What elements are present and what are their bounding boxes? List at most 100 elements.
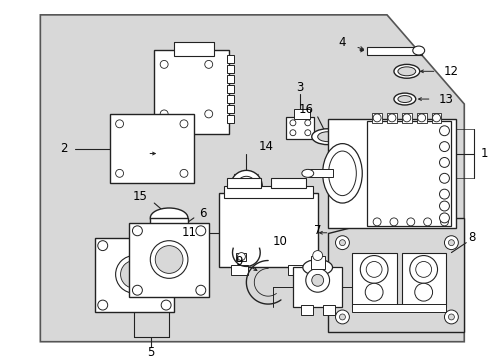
Circle shape bbox=[389, 218, 397, 226]
Bar bbox=[226, 178, 261, 188]
Text: 1: 1 bbox=[480, 147, 488, 160]
Ellipse shape bbox=[150, 208, 187, 228]
Text: 11: 11 bbox=[182, 226, 197, 239]
Ellipse shape bbox=[311, 129, 343, 145]
Bar bbox=[226, 115, 234, 123]
Bar bbox=[287, 265, 305, 275]
Circle shape bbox=[98, 300, 107, 310]
Circle shape bbox=[132, 285, 142, 295]
Circle shape bbox=[372, 218, 380, 226]
Ellipse shape bbox=[115, 256, 153, 293]
Circle shape bbox=[196, 285, 205, 295]
Circle shape bbox=[447, 314, 453, 320]
Circle shape bbox=[311, 274, 323, 286]
Bar bbox=[401, 113, 411, 123]
Circle shape bbox=[160, 110, 168, 118]
Circle shape bbox=[160, 60, 168, 68]
Ellipse shape bbox=[150, 248, 187, 267]
Ellipse shape bbox=[155, 246, 183, 273]
Bar bbox=[401, 253, 446, 307]
Circle shape bbox=[335, 310, 348, 324]
Bar bbox=[292, 267, 342, 307]
Circle shape bbox=[98, 241, 107, 251]
Bar bbox=[109, 114, 193, 183]
Circle shape bbox=[161, 241, 171, 251]
Circle shape bbox=[406, 218, 414, 226]
Bar bbox=[416, 113, 426, 123]
Circle shape bbox=[439, 141, 448, 152]
Text: 9: 9 bbox=[234, 255, 242, 268]
Circle shape bbox=[402, 114, 410, 122]
Text: 5: 5 bbox=[147, 346, 155, 359]
Bar bbox=[386, 113, 396, 123]
Text: 3: 3 bbox=[296, 81, 303, 94]
Bar bbox=[322, 305, 334, 315]
Bar bbox=[226, 55, 234, 63]
Text: 7: 7 bbox=[313, 224, 321, 237]
Text: 8: 8 bbox=[468, 231, 475, 244]
Circle shape bbox=[409, 256, 437, 283]
Ellipse shape bbox=[121, 261, 148, 288]
Bar bbox=[310, 256, 324, 269]
Bar bbox=[352, 253, 396, 307]
Ellipse shape bbox=[150, 241, 187, 278]
Circle shape bbox=[439, 213, 448, 223]
Circle shape bbox=[439, 126, 448, 136]
Circle shape bbox=[439, 157, 448, 167]
Text: 10: 10 bbox=[273, 235, 287, 248]
Ellipse shape bbox=[397, 96, 411, 103]
Circle shape bbox=[423, 218, 431, 226]
Circle shape bbox=[372, 114, 380, 122]
Bar bbox=[366, 121, 450, 226]
Circle shape bbox=[339, 240, 345, 246]
Circle shape bbox=[115, 120, 123, 128]
Circle shape bbox=[204, 110, 212, 118]
Bar bbox=[366, 46, 421, 55]
Bar bbox=[230, 265, 248, 275]
Circle shape bbox=[305, 269, 329, 292]
Ellipse shape bbox=[393, 64, 419, 78]
Bar bbox=[293, 109, 309, 119]
Circle shape bbox=[196, 226, 205, 236]
Circle shape bbox=[115, 169, 123, 177]
Bar bbox=[285, 117, 313, 139]
Circle shape bbox=[312, 251, 322, 261]
Ellipse shape bbox=[317, 132, 337, 141]
Circle shape bbox=[414, 283, 432, 301]
Bar bbox=[226, 105, 234, 113]
Bar bbox=[226, 66, 234, 73]
Circle shape bbox=[439, 201, 448, 211]
Circle shape bbox=[339, 314, 345, 320]
Circle shape bbox=[204, 60, 212, 68]
Circle shape bbox=[236, 176, 256, 196]
Bar bbox=[226, 95, 234, 103]
Circle shape bbox=[444, 310, 457, 324]
Circle shape bbox=[237, 253, 245, 261]
Circle shape bbox=[241, 181, 251, 191]
Text: 14: 14 bbox=[258, 140, 273, 153]
Bar bbox=[223, 186, 312, 198]
Ellipse shape bbox=[301, 169, 313, 177]
Polygon shape bbox=[41, 15, 463, 342]
Bar bbox=[226, 85, 234, 93]
Bar bbox=[352, 304, 446, 312]
Text: 4: 4 bbox=[337, 36, 345, 49]
Circle shape bbox=[132, 226, 142, 236]
Text: 2: 2 bbox=[61, 142, 68, 155]
Circle shape bbox=[180, 120, 187, 128]
Text: 15: 15 bbox=[132, 190, 147, 203]
Circle shape bbox=[447, 240, 453, 246]
Circle shape bbox=[365, 283, 382, 301]
Ellipse shape bbox=[328, 151, 356, 195]
Circle shape bbox=[439, 173, 448, 183]
Bar bbox=[129, 223, 208, 297]
Circle shape bbox=[417, 114, 425, 122]
Circle shape bbox=[335, 236, 348, 249]
Circle shape bbox=[440, 218, 447, 226]
Text: 13: 13 bbox=[438, 93, 452, 105]
Text: 16: 16 bbox=[298, 103, 313, 116]
Circle shape bbox=[161, 300, 171, 310]
Bar bbox=[431, 113, 441, 123]
Bar bbox=[371, 113, 381, 123]
Circle shape bbox=[304, 130, 310, 136]
